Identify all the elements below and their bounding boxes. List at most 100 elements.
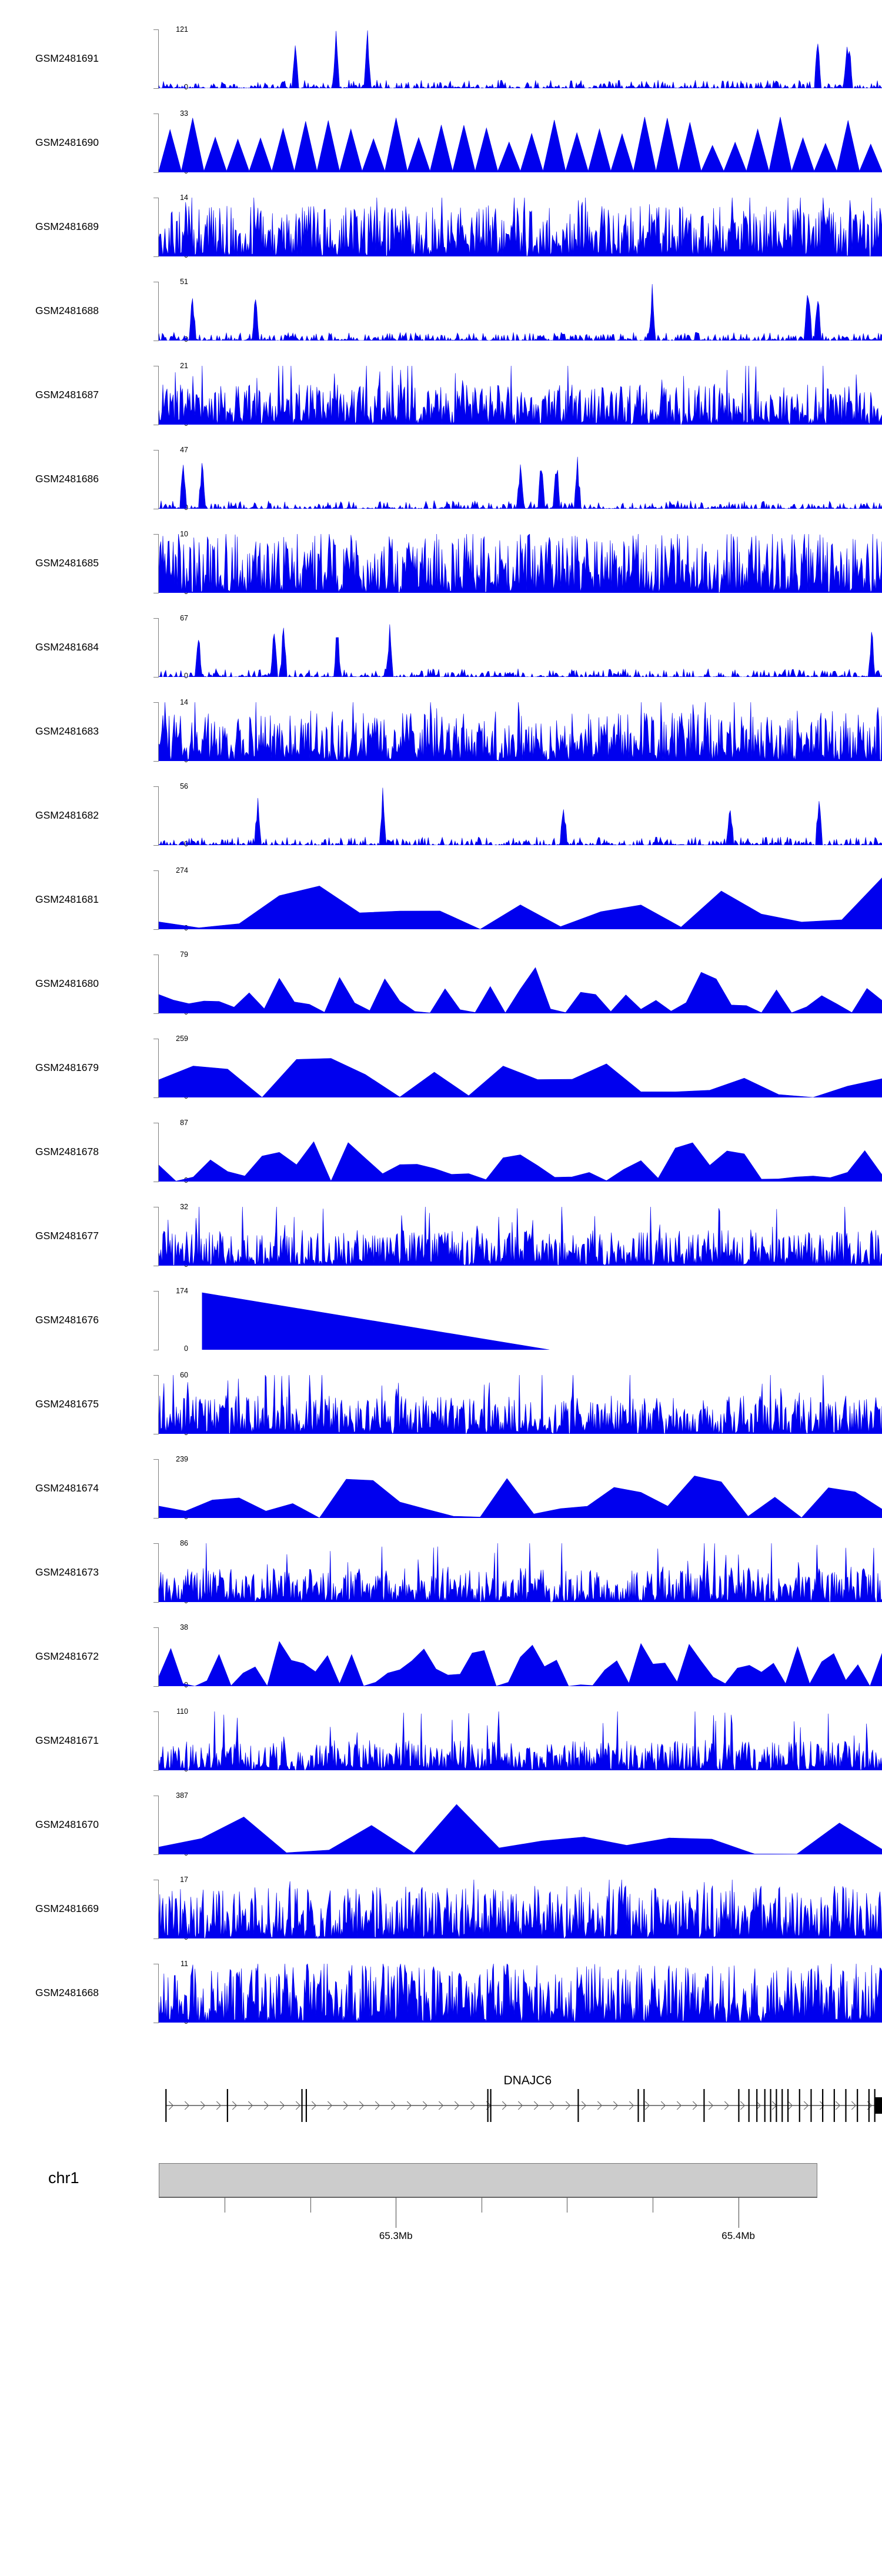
y-axis-tick-min (153, 1097, 159, 1098)
y-axis-spine (158, 1543, 159, 1602)
track-sample-label: GSM2481676 (35, 1314, 99, 1326)
track-signal-plot (159, 282, 882, 341)
y-axis-max-label: 174 (176, 1287, 188, 1295)
y-axis-spine (158, 955, 159, 1013)
track-y-axis: 174 0 (145, 1283, 188, 1367)
y-axis-spine (158, 1207, 159, 1266)
track-sample-label: GSM2481688 (35, 305, 99, 316)
y-axis-spine (158, 114, 159, 172)
track-signal-plot (159, 1291, 882, 1350)
y-axis-max-label: 274 (176, 866, 188, 875)
y-axis-tick-min (153, 88, 159, 89)
y-axis-spine (158, 282, 159, 341)
y-axis-tick-min (153, 845, 159, 846)
signal-track: GSM24816711100 (0, 1703, 882, 1787)
track-signal-plot (159, 198, 882, 256)
y-axis-max-label: 87 (180, 1119, 188, 1127)
track-signal-plot (159, 1796, 882, 1854)
track-signal-plot (159, 534, 882, 593)
track-signal-plot (159, 1543, 882, 1602)
track-sample-label: GSM2481690 (35, 136, 99, 148)
gene-model-svg (165, 2089, 882, 2122)
y-axis-max-label: 239 (176, 1455, 188, 1463)
ruler-baseline (159, 2197, 817, 2198)
y-axis-tick-max (153, 534, 159, 535)
ruler-position-label: 65.4Mb (721, 2230, 755, 2241)
y-axis-max-label: 11 (181, 1960, 188, 1968)
signal-track: GSM2481687210 (0, 358, 882, 442)
y-axis-spine (158, 1711, 159, 1770)
y-axis-spine (158, 1039, 159, 1097)
y-axis-tick-max (153, 618, 159, 619)
track-signal-plot (159, 114, 882, 172)
track-sample-label: GSM2481674 (35, 1482, 99, 1494)
track-sample-label: GSM2481685 (35, 557, 99, 569)
signal-waveform (159, 1804, 882, 1854)
y-axis-spine (158, 450, 159, 509)
track-signal-plot (159, 786, 882, 845)
y-axis-max-label: 86 (180, 1539, 188, 1547)
y-axis-max-label: 51 (180, 278, 188, 286)
y-axis-spine (158, 198, 159, 256)
y-axis-tick-max (153, 1291, 159, 1292)
y-axis-spine (158, 1627, 159, 1686)
track-signal-plot (159, 1039, 882, 1097)
signal-track: GSM2481684 67 0 (0, 610, 882, 694)
y-axis-spine (158, 29, 159, 88)
y-axis-spine (158, 1123, 159, 1182)
y-axis-tick-max (153, 786, 159, 787)
track-sample-label: GSM2481672 (35, 1650, 99, 1662)
track-sample-label: GSM2481681 (35, 893, 99, 905)
signal-waveform (159, 198, 882, 256)
signal-track: GSM2481678870 (0, 1115, 882, 1199)
y-axis-max-label: 21 (180, 362, 188, 370)
track-y-axis: 67 0 (145, 610, 188, 694)
y-axis-tick-max (153, 1627, 159, 1628)
y-axis-tick-min (153, 1013, 159, 1014)
track-sample-label: GSM2481678 (35, 1146, 99, 1157)
track-sample-label: GSM2481686 (35, 473, 99, 485)
signal-track: GSM2481675600 (0, 1367, 882, 1451)
signal-waveform (159, 788, 882, 845)
signal-track: GSM2481685100 (0, 526, 882, 610)
track-signal-plot (159, 1123, 882, 1182)
track-sample-label: GSM2481675 (35, 1398, 99, 1410)
y-axis-min-label: 0 (184, 1344, 188, 1353)
y-axis-tick-min (153, 929, 159, 930)
signal-waveform (159, 1476, 882, 1518)
track-signal-plot (159, 1880, 882, 1938)
y-axis-spine (158, 1880, 159, 1938)
y-axis-spine (158, 1375, 159, 1434)
signal-track: GSM24816703870 (0, 1787, 882, 1871)
signal-track: GSM2481682560 (0, 778, 882, 862)
y-axis-spine (158, 786, 159, 845)
signal-waveform (159, 1711, 882, 1770)
y-axis-max-label: 14 (180, 698, 188, 706)
y-axis-max-label: 10 (180, 530, 188, 538)
signal-waveform (159, 366, 882, 425)
y-axis-tick-min (153, 1686, 159, 1687)
signal-waveform (202, 1292, 550, 1350)
signal-track: GSM2481677320 (0, 1199, 882, 1283)
signal-waveform (159, 967, 882, 1013)
y-axis-tick-max (153, 29, 159, 30)
y-axis-spine (158, 618, 159, 677)
track-sample-label: GSM2481668 (35, 1987, 99, 1998)
track-signal-plot (159, 29, 882, 88)
y-axis-spine (158, 1291, 159, 1350)
signal-track: GSM2481672380 (0, 1619, 882, 1703)
y-axis-spine (158, 1796, 159, 1854)
signal-track: GSM2481688510 (0, 273, 882, 358)
y-axis-spine (158, 1459, 159, 1518)
y-axis-max-label: 38 (180, 1623, 188, 1631)
track-sample-label: GSM2481684 (35, 641, 99, 653)
track-signal-plot (159, 1964, 882, 2023)
track-sample-label: GSM2481683 (35, 725, 99, 737)
signal-waveform (159, 1964, 882, 2023)
track-signal-plot (159, 1627, 882, 1686)
y-axis-tick-min (153, 1518, 159, 1519)
signal-track: GSM2481689140 (0, 189, 882, 273)
y-axis-max-label: 56 (180, 782, 188, 790)
signal-track: GSM2481668110 (0, 1956, 882, 2040)
y-axis-max-label: 121 (176, 25, 188, 34)
